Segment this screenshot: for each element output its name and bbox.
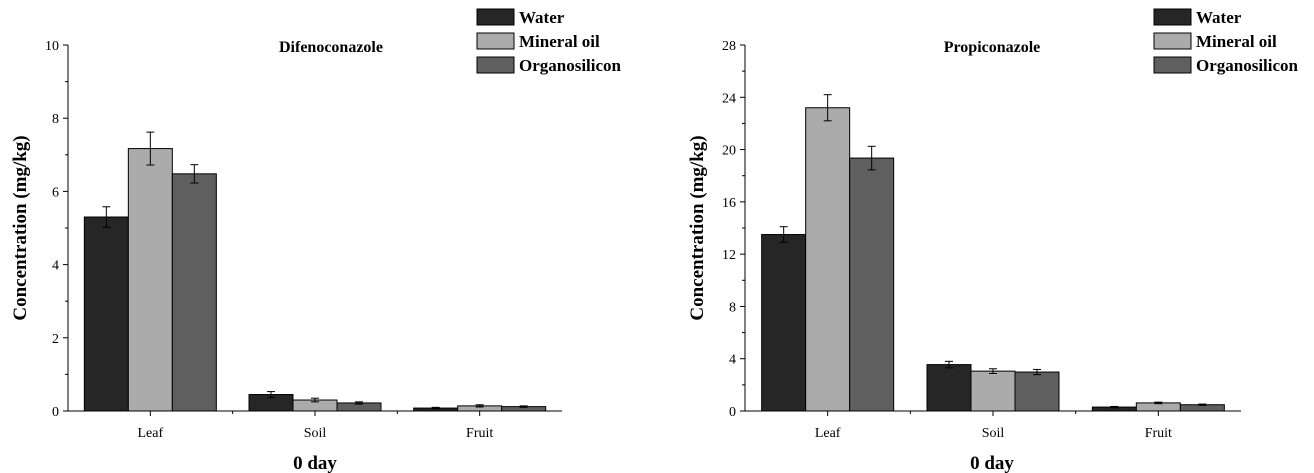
bar-water-soil [926, 364, 972, 412]
legend-swatch [1153, 56, 1192, 74]
y-axis-title: Concentration (mg/kg) [10, 135, 31, 320]
y-tick-label: 20 [722, 144, 736, 159]
x-tick-label: Leaf [815, 426, 841, 441]
y-tick-label: 0 [52, 405, 59, 420]
bar-mineral-oil-leaf [127, 148, 173, 412]
legend: Water Mineral oil Organosilicon [476, 8, 622, 75]
legend-label: Water [1196, 8, 1242, 27]
y-axis-title: Concentration (mg/kg) [687, 135, 708, 320]
legend-label: Organosilicon [519, 56, 622, 75]
y-tick-label: 12 [722, 248, 736, 263]
chart-2: 0 4 8 12 16 20 24 28 Leaf Soil Fruit Propiconazole 0… [687, 8, 1299, 473]
y-tick-label: 0 [729, 405, 736, 420]
y-tick-label: 24 [722, 91, 736, 106]
x-tick-label: Soil [982, 426, 1005, 441]
y-tick-label: 10 [45, 39, 59, 54]
chart-title: Difenoconazole [279, 39, 383, 56]
legend: Water Mineral oil Organosilicon [1153, 8, 1299, 75]
chart-title: Propiconazole [944, 39, 1041, 56]
chart-1: 0 2 4 6 8 10 Leaf Soil Fruit Difenoconazole 0 day C… [10, 8, 622, 473]
y-tick-label: 8 [729, 300, 736, 315]
bar-water-leaf [761, 234, 807, 412]
y-tick-label: 16 [722, 196, 736, 211]
y-tick-label: 4 [52, 259, 59, 274]
legend-label: Organosilicon [1196, 56, 1299, 75]
x-tick-label: Soil [304, 426, 327, 441]
legend-label: Mineral oil [519, 32, 600, 51]
legend-label: Mineral oil [1196, 32, 1277, 51]
x-axis-title: 0 day [293, 453, 337, 473]
legend-swatch [476, 56, 515, 74]
legend-label: Water [519, 8, 565, 27]
y-tick-label: 28 [722, 39, 736, 54]
bar-organosilicon-leaf [171, 173, 217, 412]
x-tick-label: Fruit [466, 426, 493, 441]
y-tick-label: 6 [52, 185, 59, 200]
x-tick-label: Fruit [1145, 426, 1172, 441]
y-tick-label: 4 [729, 353, 736, 368]
bar-water-leaf [83, 216, 129, 412]
legend-swatch [1153, 8, 1192, 26]
x-tick-label: Leaf [138, 426, 164, 441]
legend-swatch [476, 8, 515, 26]
legend-swatch [1153, 32, 1192, 50]
bar-organosilicon-soil [1014, 371, 1060, 412]
bar-organosilicon-leaf [849, 157, 895, 412]
x-axis-title: 0 day [970, 453, 1014, 473]
legend-swatch [476, 32, 515, 50]
y-tick-label: 8 [52, 112, 59, 127]
y-tick-label: 2 [52, 332, 59, 347]
bar-mineral-oil-soil [970, 370, 1016, 412]
bar-mineral-oil-leaf [805, 107, 851, 412]
